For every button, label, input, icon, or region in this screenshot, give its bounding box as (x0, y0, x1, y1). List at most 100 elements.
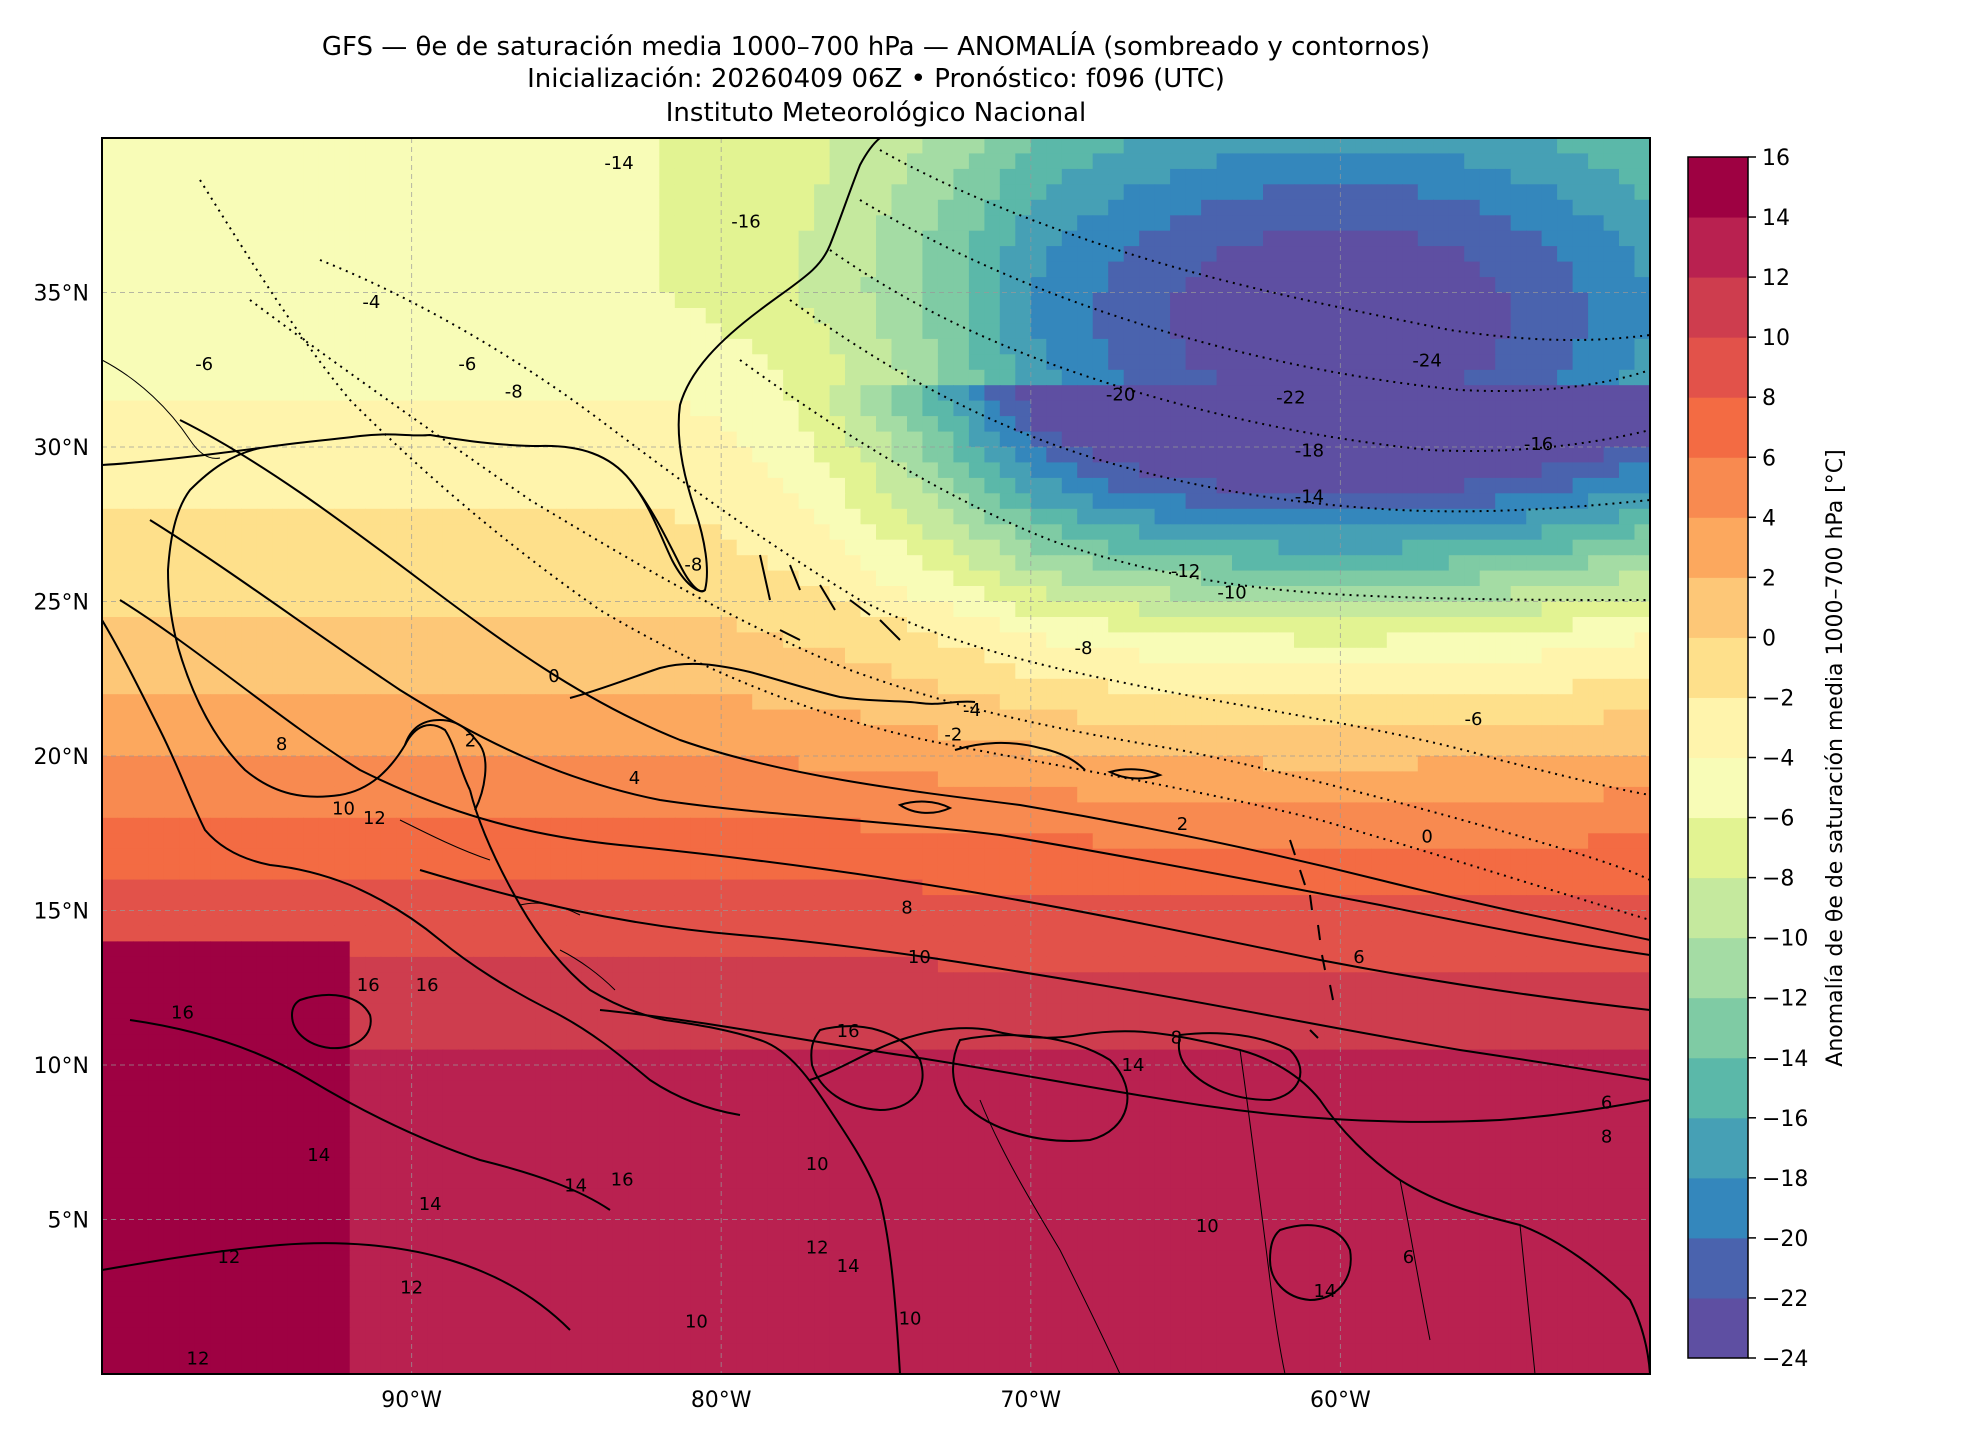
shading-cell (968, 524, 985, 541)
shading-cell (1433, 802, 1450, 819)
shading-cell (628, 338, 645, 355)
shading-cell (256, 493, 273, 510)
shading-cell (1309, 817, 1326, 834)
shading-cell (891, 817, 908, 834)
shading-cell (504, 199, 521, 216)
shading-cell (1092, 230, 1109, 247)
shading-cell (581, 663, 598, 680)
shading-cell (581, 709, 598, 726)
shading-cell (1309, 323, 1326, 340)
shading-cell (581, 323, 598, 340)
shading-cell (1263, 261, 1280, 278)
shading-cell (334, 586, 351, 603)
shading-cell (272, 168, 289, 185)
shading-cell (1247, 277, 1264, 294)
shading-cell (1170, 802, 1187, 819)
shading-cell (1324, 647, 1341, 664)
shading-cell (411, 601, 428, 618)
shading-cell (876, 879, 893, 896)
shading-cell (814, 663, 831, 680)
shading-cell (473, 694, 490, 711)
shading-cell (891, 138, 908, 154)
shading-cell (1479, 879, 1496, 896)
shading-cell (767, 168, 784, 185)
shading-cell (1247, 354, 1264, 371)
shading-cell (210, 462, 227, 479)
shading-cell (999, 725, 1016, 742)
shading-cell (1572, 694, 1589, 711)
shading-cell (1015, 168, 1032, 185)
shading-cell (628, 508, 645, 525)
shading-cell (1201, 848, 1218, 865)
shading-cell (380, 817, 397, 834)
shading-cell (411, 895, 428, 912)
shading-cell (287, 416, 304, 433)
shading-cell (535, 570, 552, 587)
shading-cell (504, 338, 521, 355)
shading-cell (117, 400, 134, 417)
shading-cell (1077, 756, 1094, 772)
shading-cell (504, 261, 521, 278)
shading-cell (705, 447, 722, 463)
shading-cell (1386, 601, 1403, 618)
shading-cell (612, 895, 629, 912)
shading-cell (612, 292, 629, 309)
shading-cell (1216, 848, 1233, 865)
shading-cell (752, 292, 769, 309)
shading-cell (287, 447, 304, 463)
shading-cell (829, 725, 846, 742)
shading-cell (1077, 848, 1094, 865)
shading-cell (1061, 740, 1078, 757)
shading-cell (117, 740, 134, 757)
shading-cell (1464, 802, 1481, 819)
shading-cell (1247, 230, 1264, 247)
shading-cell (1355, 555, 1372, 572)
shading-cell (1216, 292, 1233, 309)
shading-cell (1247, 771, 1264, 788)
shading-cell (1433, 354, 1450, 371)
shading-cell (1541, 215, 1558, 232)
shading-cell (504, 570, 521, 587)
shading-cell (458, 694, 475, 711)
shading-cell (225, 555, 242, 572)
shading-cell (272, 617, 289, 634)
shading-cell (1015, 848, 1032, 865)
shading-cell (1077, 879, 1094, 896)
shading-cell (163, 539, 180, 556)
shading-cell (1201, 524, 1218, 541)
shading-cell (1386, 400, 1403, 417)
shading-cell (984, 462, 1001, 479)
shading-cell (860, 292, 877, 309)
shading-cell (953, 385, 970, 402)
shading-cell (597, 354, 614, 371)
shading-cell (1201, 771, 1218, 788)
shading-cell (984, 308, 1001, 324)
shading-cell (1619, 168, 1636, 185)
shading-cell (1557, 462, 1574, 479)
shading-cell (1108, 786, 1125, 803)
shading-cell (550, 184, 567, 201)
shading-cell (659, 184, 676, 201)
shading-cell (1402, 215, 1419, 232)
shading-cell (705, 431, 722, 448)
shading-cell (922, 277, 939, 294)
shading-cell (736, 354, 753, 371)
shading-cell (1526, 230, 1543, 247)
shading-cell (1495, 138, 1512, 154)
shading-cell (814, 230, 831, 247)
shading-cell (907, 277, 924, 294)
shading-cell (876, 292, 893, 309)
shading-cell (643, 817, 660, 834)
shading-cell (1108, 539, 1125, 556)
shading-cell (1232, 261, 1249, 278)
shading-cell (783, 786, 800, 803)
shading-cell (241, 168, 258, 185)
shading-cell (597, 477, 614, 494)
shading-cell (783, 338, 800, 355)
shading-cell (674, 895, 691, 912)
shading-cell (1061, 725, 1078, 742)
shading-cell (133, 555, 150, 572)
shading-cell (520, 261, 537, 278)
shading-cell (550, 632, 567, 649)
shading-cell (953, 400, 970, 417)
